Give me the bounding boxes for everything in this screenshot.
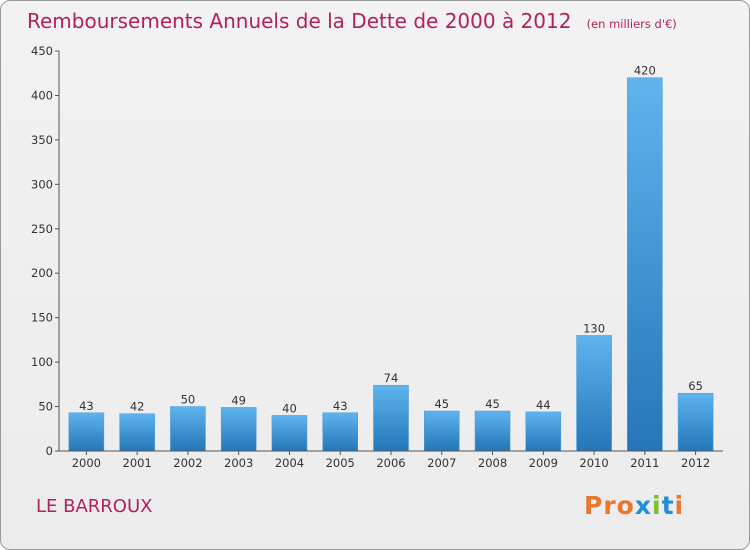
bar-value-label: 45 xyxy=(485,397,500,411)
x-tick-label: 2010 xyxy=(579,456,608,470)
y-tick-label: 0 xyxy=(46,444,53,458)
bar-value-label: 44 xyxy=(536,398,551,412)
bar-value-label: 130 xyxy=(583,321,605,335)
bar-value-label: 420 xyxy=(634,64,656,78)
y-tick-label: 350 xyxy=(31,133,53,147)
bar-2001 xyxy=(119,413,155,452)
brand-letter: P xyxy=(584,491,604,520)
brand-letter: i xyxy=(652,491,662,520)
brand-letter: i xyxy=(674,491,685,520)
x-tick-label: 2006 xyxy=(376,456,405,470)
bar-value-label: 43 xyxy=(333,399,348,413)
bar-value-label: 40 xyxy=(282,401,297,415)
x-tick-label: 2008 xyxy=(478,456,507,470)
y-tick-label: 300 xyxy=(31,177,53,191)
bar-value-label: 65 xyxy=(688,379,703,393)
brand-letter: t xyxy=(661,491,675,520)
bar-2003 xyxy=(220,407,257,452)
x-axis: 2000 2001 2002 2003 2004 2005 2006 2007 2008 2009… xyxy=(59,450,723,470)
bar-value-label: 43 xyxy=(79,399,94,413)
bar-2004 xyxy=(271,415,308,452)
bar-2008 xyxy=(474,410,511,452)
brand-letter: x xyxy=(634,491,652,520)
y-tick-label: 150 xyxy=(31,311,53,325)
bar-2010 xyxy=(576,335,612,452)
y-tick-label: 200 xyxy=(31,266,53,280)
y-tick-label: 400 xyxy=(31,88,53,102)
x-tick-label: 2001 xyxy=(123,456,152,470)
y-axis: 0 50 100 150 200 250 300 350 400 450 xyxy=(31,44,60,458)
title-row: Remboursements Annuels de la Dette de 20… xyxy=(27,9,677,33)
bar-value-label: 42 xyxy=(130,400,145,414)
x-tick-label: 2005 xyxy=(326,456,355,470)
bar-2005 xyxy=(322,412,358,452)
bar-value-label: 49 xyxy=(231,393,246,407)
x-tick-label: 2003 xyxy=(224,456,253,470)
brand-letter: r xyxy=(603,491,617,520)
bar-value-label: 50 xyxy=(181,393,196,407)
bar-2009 xyxy=(525,411,562,452)
y-tick-label: 50 xyxy=(38,400,53,414)
bar-2002 xyxy=(170,406,206,452)
y-tick-label: 100 xyxy=(31,355,53,369)
bar-2007 xyxy=(424,410,460,452)
y-tick-label: 250 xyxy=(31,222,53,236)
x-tick-label: 2011 xyxy=(630,456,659,470)
chart-title: Remboursements Annuels de la Dette de 20… xyxy=(27,9,572,33)
bar-value-label: 45 xyxy=(434,397,449,411)
y-tick-label: 450 xyxy=(31,44,53,58)
chart-subtitle: (en milliers d'€) xyxy=(586,17,677,31)
x-tick-label: 2000 xyxy=(72,456,101,470)
x-tick-label: 2004 xyxy=(275,456,304,470)
commune-name: LE BARROUX xyxy=(36,496,153,517)
brand-logo: Proxiti xyxy=(584,491,684,520)
x-tick-label: 2002 xyxy=(173,456,202,470)
bar-2012 xyxy=(677,392,714,452)
bar-value-label: 74 xyxy=(384,371,399,385)
bars: 43 42 50 49 40 43 74 45 45 44 130 420 65 xyxy=(68,64,714,452)
brand-letter: o xyxy=(616,491,635,520)
x-tick-label: 2012 xyxy=(681,456,710,470)
bar-2011 xyxy=(627,77,663,452)
bar-2006 xyxy=(373,384,409,452)
bar-2000 xyxy=(68,412,105,452)
x-tick-label: 2009 xyxy=(529,456,558,470)
x-tick-label: 2007 xyxy=(427,456,456,470)
